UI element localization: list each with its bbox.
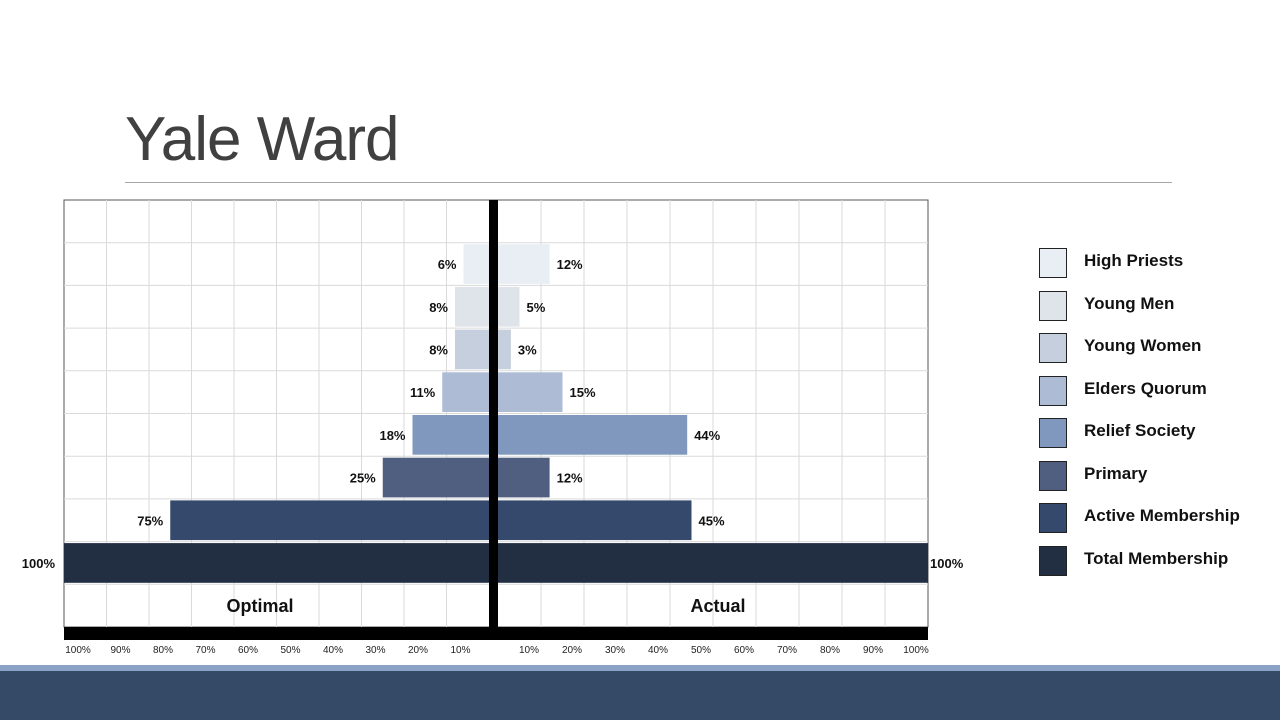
- bar-optimal-total-membership: [64, 543, 489, 583]
- legend-label: High Priests: [1084, 251, 1184, 270]
- tick-label-right: 20%: [562, 645, 582, 656]
- footer-band: [0, 671, 1280, 720]
- legend-item-total-membership: Total Membership: [1039, 544, 1269, 576]
- value-label-actual-young-men: 5%: [527, 300, 546, 315]
- center-divider: [489, 200, 498, 627]
- legend-swatch: [1039, 503, 1067, 533]
- tick-label-right: 90%: [863, 645, 883, 656]
- legend-item-young-men: Young Men: [1039, 289, 1269, 321]
- value-label-actual-total-membership: 100%: [930, 556, 964, 571]
- tick-label-left: 90%: [110, 645, 130, 656]
- bar-optimal-primary: [382, 457, 489, 498]
- legend-label: Active Membership: [1084, 506, 1240, 525]
- bar-actual-primary: [498, 457, 550, 498]
- bar-actual-high-priests: [498, 244, 550, 284]
- tick-label-left: 40%: [323, 645, 343, 656]
- value-label-optimal-high-priests: 6%: [438, 257, 457, 272]
- value-label-actual-young-women: 3%: [518, 342, 537, 357]
- bar-actual-total-membership: [498, 543, 928, 583]
- value-label-actual-relief-society: 44%: [694, 428, 720, 443]
- bar-actual-elders-quorum: [498, 372, 563, 412]
- tick-label-left: 60%: [238, 645, 258, 656]
- legend-item-primary: Primary: [1039, 459, 1269, 491]
- bar-optimal-young-men: [455, 286, 489, 327]
- value-label-optimal-total-membership: 100%: [22, 556, 56, 571]
- bar-actual-active-membership: [498, 500, 692, 541]
- bottom-axis-bar: [64, 627, 928, 640]
- bar-actual-young-men: [498, 286, 520, 327]
- legend-item-elders-quorum: Elders Quorum: [1039, 374, 1269, 406]
- tick-label-right: 10%: [519, 645, 539, 656]
- legend-item-high-priests: High Priests: [1039, 246, 1269, 278]
- legend-label: Elders Quorum: [1084, 378, 1207, 398]
- chart-tick-labels: 100% 90% 80% 70% 60% 50% 40% 30% 20% 10% 10% 20% 30%…: [65, 645, 929, 656]
- series-label-optimal: Optimal: [226, 596, 293, 616]
- legend-swatch: [1039, 375, 1067, 406]
- tick-label-left: 50%: [280, 645, 300, 656]
- legend-swatch: [1039, 460, 1067, 491]
- legend-label: Total Membership: [1084, 548, 1229, 568]
- bar-actual-young-women: [498, 329, 511, 370]
- bar-optimal-active-membership: [170, 500, 489, 541]
- chart-bars: [64, 244, 928, 583]
- bar-optimal-relief-society: [412, 415, 489, 455]
- legend-swatch: [1039, 418, 1067, 448]
- bar-optimal-elders-quorum: [442, 372, 489, 412]
- tick-label-left: 30%: [365, 645, 385, 656]
- tick-label-left: 80%: [153, 645, 173, 656]
- legend-label: Relief Society: [1084, 421, 1196, 440]
- tick-label-left: 70%: [195, 645, 215, 656]
- legend-label: Primary: [1084, 463, 1148, 483]
- tick-label-right: 60%: [734, 645, 754, 656]
- value-label-optimal-young-men: 8%: [429, 300, 448, 315]
- series-label-actual: Actual: [690, 596, 745, 616]
- tick-label-right: 50%: [691, 645, 711, 656]
- butterfly-chart: 6% 12% 8% 5% 8% 3% 11% 15% 18% 44% 25% 12% 75% 45% 100…: [22, 199, 964, 656]
- value-label-actual-primary: 12%: [557, 471, 583, 486]
- tick-label-right: 80%: [820, 645, 840, 656]
- value-label-optimal-primary: 25%: [350, 471, 376, 486]
- legend-swatch: [1039, 248, 1067, 278]
- legend-item-active-membership: Active Membership: [1039, 501, 1269, 533]
- footer-accent-stripe: [0, 665, 1280, 671]
- chart-axis: [64, 200, 928, 640]
- value-label-actual-active-membership: 45%: [699, 513, 725, 528]
- value-label-optimal-young-women: 8%: [429, 342, 448, 357]
- tick-label-left: 20%: [408, 645, 428, 656]
- tick-label-right: 100%: [903, 645, 929, 656]
- bar-optimal-young-women: [455, 329, 489, 370]
- bar-optimal-high-priests: [463, 244, 489, 284]
- value-label-optimal-relief-society: 18%: [379, 428, 405, 443]
- legend-label: Young Men: [1084, 293, 1175, 313]
- legend-swatch: [1039, 545, 1067, 576]
- slide-title: Yale Ward: [125, 105, 400, 174]
- title-divider: [125, 182, 1172, 183]
- legend-swatch: [1039, 290, 1067, 321]
- legend-item-relief-society: Relief Society: [1039, 416, 1269, 448]
- value-label-optimal-elders-quorum: 11%: [410, 385, 436, 400]
- legend-item-young-women: Young Women: [1039, 331, 1269, 363]
- bar-actual-relief-society: [498, 415, 688, 455]
- tick-label-right: 30%: [605, 645, 625, 656]
- legend-label: Young Women: [1084, 336, 1202, 355]
- tick-label-right: 70%: [777, 645, 797, 656]
- legend-swatch: [1039, 333, 1067, 363]
- tick-label-left: 10%: [450, 645, 470, 656]
- value-label-actual-high-priests: 12%: [557, 257, 583, 272]
- tick-label-left: 100%: [65, 645, 91, 656]
- chart-value-labels: 6% 12% 8% 5% 8% 3% 11% 15% 18% 44% 25% 12% 75% 45% 100…: [22, 257, 964, 571]
- value-label-actual-elders-quorum: 15%: [570, 385, 596, 400]
- tick-label-right: 40%: [648, 645, 668, 656]
- value-label-optimal-active-membership: 75%: [137, 513, 163, 528]
